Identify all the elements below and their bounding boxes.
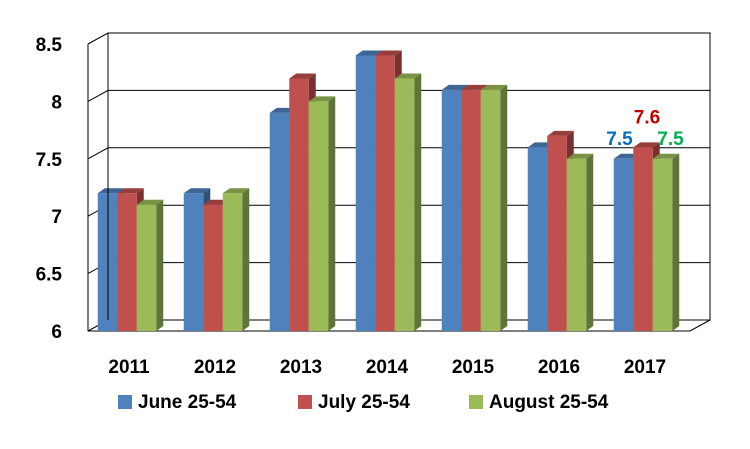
bar-front: [547, 135, 567, 331]
bar-top: [394, 73, 422, 79]
legend-swatch: [298, 395, 312, 409]
bar-top: [222, 188, 250, 194]
bar-top: [547, 130, 574, 136]
bar-august-2015: [480, 84, 508, 331]
bar-front: [183, 193, 204, 331]
legend-swatch: [469, 395, 483, 409]
bar-side: [328, 96, 336, 332]
bar-front: [527, 147, 548, 331]
legend-label: July 25-54: [318, 392, 410, 413]
bar-front: [117, 193, 137, 331]
bar-top: [183, 188, 211, 194]
bar-front: [136, 204, 157, 331]
bar-top: [289, 73, 316, 79]
bar-top: [633, 142, 660, 148]
legend: June 25-54 July 25-54 August 25-54: [118, 392, 609, 413]
x-tick-label: 2014: [366, 357, 409, 378]
bar-top: [375, 50, 402, 56]
bar-top: [480, 84, 508, 90]
bar-front: [461, 89, 481, 331]
legend-swatch: [118, 395, 132, 409]
gridline: [87, 32, 710, 45]
x-tick-label: 2011: [108, 357, 150, 378]
bar-front: [355, 55, 376, 331]
bar-august-2013: [308, 96, 336, 332]
bar-front: [203, 204, 223, 331]
bar-front: [394, 78, 415, 331]
bar-front: [633, 147, 653, 331]
bar-side: [586, 153, 594, 331]
bar-front: [289, 78, 309, 331]
data-label: 7.5: [606, 129, 633, 150]
bar-front: [566, 158, 587, 331]
labels-layer: 7.57.67.5: [606, 107, 684, 149]
bar-front: [652, 158, 673, 331]
bar-front: [269, 112, 290, 331]
bar-front: [441, 89, 462, 331]
bar-side: [156, 199, 164, 331]
y-tick-label: 7.5: [36, 150, 63, 171]
bar-side: [414, 73, 422, 331]
bar-side: [672, 153, 680, 331]
y-tick-label: 8: [51, 92, 62, 113]
data-label: 7.6: [634, 107, 660, 128]
x-tick-label: 2013: [280, 357, 322, 378]
bar-august-2014: [394, 73, 422, 331]
x-tick-label: 2015: [452, 357, 495, 378]
bar-top: [652, 153, 680, 159]
bar-side: [242, 188, 250, 331]
bar-front: [222, 193, 243, 331]
axis-layer: 6 6.5 7 7.5 8 8.5 2011 2012 2013 2014 2015 2016 2017: [36, 33, 666, 378]
bar-front: [375, 55, 395, 331]
bar-top: [136, 199, 164, 205]
bar-front: [308, 101, 329, 332]
bar-august-2012: [222, 188, 250, 331]
data-label: 7.5: [657, 129, 684, 150]
bar-top: [308, 96, 336, 102]
x-tick-label: 2012: [194, 357, 236, 378]
legend-label: June 25-54: [138, 392, 237, 413]
bar-front: [613, 158, 634, 331]
bar-top: [566, 153, 594, 159]
bar-front: [480, 89, 501, 331]
y-tick-label: 6.5: [36, 265, 63, 286]
bar-august-2016: [566, 153, 594, 331]
bar-top: [355, 50, 383, 56]
y-tick-label: 7: [51, 207, 62, 228]
bars-layer: [97, 50, 680, 332]
bar-top: [461, 84, 488, 90]
bar-august-2017: [652, 153, 680, 331]
bar-august-2011: [136, 199, 164, 331]
y-tick-label: 6: [51, 322, 62, 343]
x-tick-label: 2016: [538, 357, 580, 378]
bar-top: [97, 188, 125, 194]
bar-side: [500, 84, 508, 331]
x-tick-label: 2017: [624, 357, 666, 378]
y-tick-label: 8.5: [36, 35, 63, 56]
legend-label: August 25-54: [489, 392, 609, 413]
bar-top: [117, 188, 144, 194]
bar-top: [441, 84, 469, 90]
